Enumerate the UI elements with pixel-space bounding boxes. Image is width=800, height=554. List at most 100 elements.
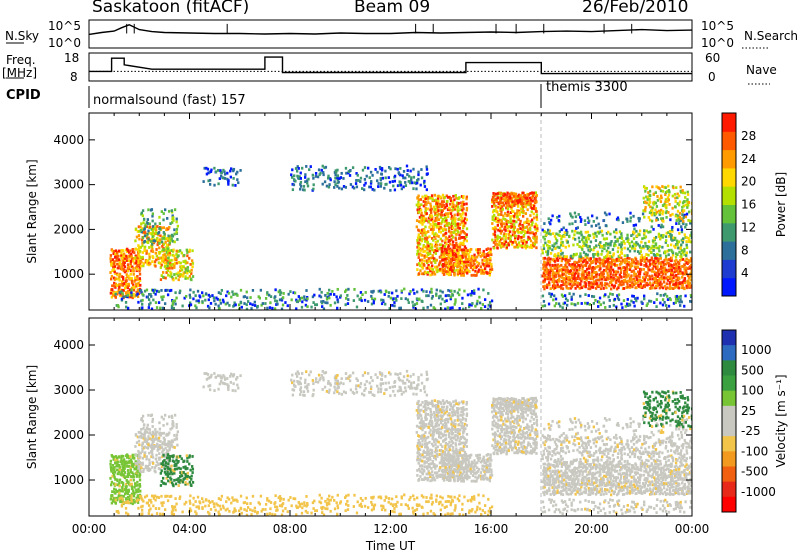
power-cell bbox=[129, 249, 132, 253]
power-cell bbox=[676, 299, 679, 303]
power-cell bbox=[132, 259, 135, 263]
velocity-cell bbox=[151, 453, 154, 457]
power-cell bbox=[625, 265, 629, 269]
power-cell bbox=[469, 259, 473, 262]
power-cell bbox=[677, 270, 680, 274]
power-cell bbox=[589, 257, 593, 260]
power-cell bbox=[442, 233, 445, 237]
velocity-cell bbox=[138, 455, 142, 459]
power-cell bbox=[209, 170, 213, 174]
power-cell bbox=[667, 189, 671, 192]
power-cell bbox=[236, 178, 239, 182]
power-cell bbox=[671, 253, 675, 257]
power-cell bbox=[113, 284, 116, 288]
power-cell bbox=[433, 265, 437, 269]
power-cell bbox=[431, 254, 434, 258]
power-cell bbox=[549, 232, 552, 236]
power-cell bbox=[112, 291, 116, 295]
power-cell bbox=[593, 275, 596, 279]
power-cell bbox=[446, 195, 450, 199]
power-cell bbox=[379, 178, 383, 182]
power-cell bbox=[223, 177, 227, 180]
velocity-cell bbox=[171, 440, 175, 444]
power-cell bbox=[178, 249, 182, 253]
power-cell bbox=[572, 271, 575, 275]
velocity-cell bbox=[152, 430, 155, 434]
power-cell bbox=[685, 251, 688, 255]
power-cell bbox=[431, 196, 434, 200]
power-cell bbox=[497, 205, 500, 209]
power-cell bbox=[511, 196, 514, 200]
power-cell bbox=[442, 268, 445, 272]
power-cell bbox=[317, 168, 321, 172]
velocity-cell bbox=[138, 475, 141, 479]
power-cell bbox=[447, 245, 450, 249]
power-cell bbox=[521, 241, 525, 245]
power-cell bbox=[506, 195, 509, 199]
power-cell bbox=[541, 304, 544, 308]
power-cell bbox=[654, 254, 657, 257]
power-cell bbox=[643, 255, 646, 259]
power-cell bbox=[534, 231, 538, 235]
power-cell bbox=[477, 270, 480, 273]
velocity-cell bbox=[296, 380, 299, 383]
power-cell bbox=[446, 266, 450, 270]
power-cell bbox=[672, 186, 675, 190]
velocity-cell bbox=[122, 494, 125, 498]
velocity-cell bbox=[149, 431, 152, 435]
power-cell bbox=[428, 196, 432, 200]
power-cell bbox=[618, 266, 622, 270]
power-cell bbox=[155, 231, 158, 234]
power-cell bbox=[167, 234, 170, 238]
power-cell bbox=[530, 210, 533, 214]
power-cell bbox=[421, 195, 424, 199]
velocity-cell bbox=[130, 501, 133, 505]
power-cell bbox=[517, 197, 520, 201]
velocity-cell bbox=[239, 374, 242, 378]
power-cell bbox=[616, 296, 620, 300]
power-cell bbox=[498, 204, 502, 208]
power-cell bbox=[129, 262, 132, 266]
power-cell bbox=[422, 204, 426, 208]
velocity-cell bbox=[186, 474, 190, 478]
power-cell bbox=[593, 257, 596, 261]
power-cell bbox=[658, 187, 661, 191]
power-cell bbox=[626, 282, 629, 286]
power-cell bbox=[596, 230, 600, 234]
power-cell bbox=[477, 262, 481, 266]
power-cell bbox=[526, 238, 530, 241]
power-cell bbox=[396, 294, 399, 298]
power-cell bbox=[167, 273, 170, 277]
power-cell bbox=[123, 282, 127, 286]
power-cell bbox=[159, 227, 162, 231]
power-cell bbox=[505, 214, 508, 218]
velocity-cell bbox=[179, 478, 182, 482]
power-cell bbox=[515, 201, 518, 205]
velocity-cell bbox=[126, 464, 129, 468]
power-cell bbox=[677, 286, 681, 290]
power-cell bbox=[624, 266, 627, 270]
power-cell bbox=[491, 200, 494, 204]
power-cell bbox=[617, 255, 620, 258]
power-cell bbox=[150, 228, 153, 231]
power-cell bbox=[430, 237, 434, 240]
power-cell bbox=[560, 263, 563, 267]
power-cell bbox=[522, 245, 526, 249]
power-cell bbox=[642, 196, 645, 200]
power-cell bbox=[114, 272, 117, 275]
power-cell bbox=[436, 201, 439, 205]
velocity-cell bbox=[116, 458, 119, 462]
power-cell bbox=[429, 218, 432, 222]
power-cell bbox=[125, 256, 129, 259]
power-cell bbox=[134, 227, 138, 231]
power-cell bbox=[448, 262, 452, 265]
power-cell bbox=[134, 256, 137, 260]
power-cell bbox=[110, 277, 113, 281]
velocity-cell bbox=[210, 373, 213, 377]
power-cell bbox=[666, 190, 669, 193]
power-cell bbox=[636, 266, 639, 269]
power-cell bbox=[579, 255, 583, 258]
power-cell bbox=[481, 258, 484, 262]
velocity-cell bbox=[168, 457, 171, 460]
power-cell bbox=[632, 260, 636, 264]
